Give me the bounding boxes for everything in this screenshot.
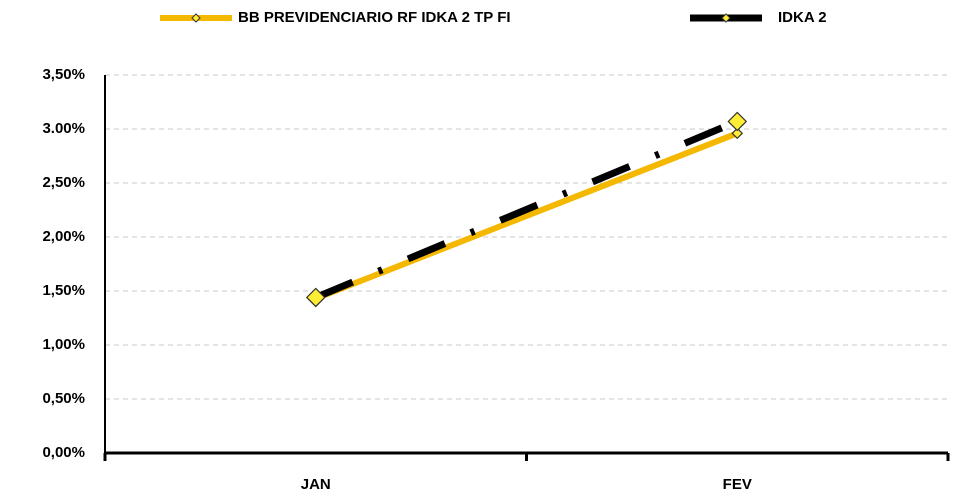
y-tick-label: 1,50% [42, 282, 85, 299]
point-marker [731, 127, 744, 140]
y-tick-label: 1,00% [42, 336, 85, 353]
y-tick-label: 2,50% [42, 174, 85, 191]
legend-marker [191, 13, 201, 23]
y-tick-label: 3.00% [42, 120, 85, 137]
x-tick-label: JAN [301, 476, 331, 493]
legend-label: IDKA 2 [778, 9, 827, 26]
y-tick-label: 2,00% [42, 228, 85, 245]
legend-marker [721, 13, 731, 23]
point-marker [727, 111, 748, 132]
point-marker [305, 287, 326, 308]
y-tick-label: 0,00% [42, 444, 85, 461]
y-tick-label: 0,50% [42, 390, 85, 407]
y-tick-label: 3,50% [42, 66, 85, 83]
series-line [314, 118, 739, 301]
legend-label: BB PREVIDENCIARIO RF IDKA 2 TP FI [238, 9, 511, 26]
series-line [314, 130, 739, 302]
x-tick-label: FEV [723, 476, 752, 493]
